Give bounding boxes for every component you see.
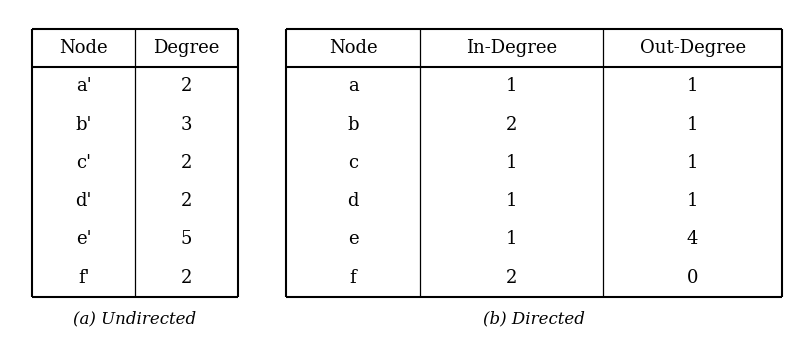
Text: 4: 4	[687, 231, 698, 248]
Text: Node: Node	[60, 39, 108, 57]
Text: d: d	[347, 192, 359, 210]
Text: 3: 3	[181, 115, 192, 134]
Text: 2: 2	[181, 154, 192, 172]
Text: f: f	[350, 269, 356, 287]
Text: 2: 2	[181, 269, 192, 287]
Text: a': a'	[76, 77, 91, 95]
Text: In-Degree: In-Degree	[466, 39, 557, 57]
Text: Out-Degree: Out-Degree	[639, 39, 746, 57]
Text: 1: 1	[506, 77, 517, 95]
Text: b: b	[347, 115, 359, 134]
Text: 2: 2	[181, 77, 192, 95]
Text: (b) Directed: (b) Directed	[483, 310, 585, 327]
Text: 1: 1	[687, 154, 698, 172]
Text: 2: 2	[506, 115, 517, 134]
Text: e': e'	[76, 231, 91, 248]
Text: b': b'	[76, 115, 92, 134]
Text: (a) Undirected: (a) Undirected	[73, 310, 197, 327]
Text: c: c	[348, 154, 358, 172]
Text: 1: 1	[687, 77, 698, 95]
Text: Node: Node	[329, 39, 377, 57]
Text: 2: 2	[181, 192, 192, 210]
Text: 2: 2	[506, 269, 517, 287]
Text: f': f'	[78, 269, 89, 287]
Text: 1: 1	[687, 192, 698, 210]
Text: e: e	[347, 231, 359, 248]
Text: c': c'	[76, 154, 91, 172]
Text: Degree: Degree	[153, 39, 219, 57]
Text: 1: 1	[687, 115, 698, 134]
Text: d': d'	[76, 192, 92, 210]
Text: 1: 1	[506, 154, 517, 172]
Text: 1: 1	[506, 192, 517, 210]
Text: 5: 5	[181, 231, 192, 248]
Text: 1: 1	[506, 231, 517, 248]
Text: a: a	[347, 77, 359, 95]
Text: 0: 0	[687, 269, 698, 287]
